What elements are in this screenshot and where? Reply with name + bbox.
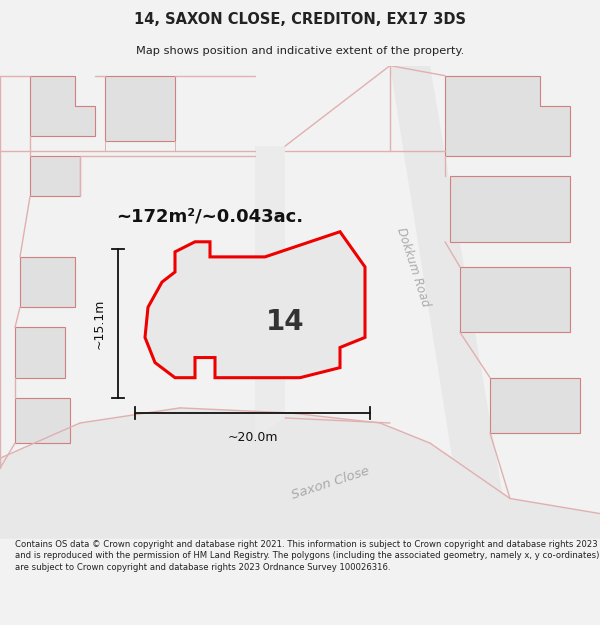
Polygon shape [0, 408, 600, 539]
Polygon shape [490, 378, 580, 433]
Polygon shape [105, 76, 175, 141]
Polygon shape [30, 156, 80, 196]
Text: 14: 14 [266, 308, 304, 336]
Polygon shape [255, 146, 285, 438]
Text: Contains OS data © Crown copyright and database right 2021. This information is : Contains OS data © Crown copyright and d… [15, 539, 599, 572]
Polygon shape [145, 232, 365, 378]
Polygon shape [30, 76, 95, 136]
Polygon shape [460, 267, 570, 332]
Polygon shape [20, 257, 75, 308]
Polygon shape [390, 66, 510, 539]
Polygon shape [450, 176, 570, 242]
Text: Saxon Close: Saxon Close [289, 464, 371, 502]
Polygon shape [15, 328, 65, 378]
Text: ~172m²/~0.043ac.: ~172m²/~0.043ac. [116, 208, 304, 226]
Text: 14, SAXON CLOSE, CREDITON, EX17 3DS: 14, SAXON CLOSE, CREDITON, EX17 3DS [134, 12, 466, 27]
Text: ~15.1m: ~15.1m [93, 298, 106, 349]
Polygon shape [445, 76, 570, 156]
Text: Dokkum Road: Dokkum Road [394, 226, 432, 308]
Text: ~20.0m: ~20.0m [227, 431, 278, 444]
Text: Map shows position and indicative extent of the property.: Map shows position and indicative extent… [136, 46, 464, 56]
Polygon shape [15, 398, 70, 443]
